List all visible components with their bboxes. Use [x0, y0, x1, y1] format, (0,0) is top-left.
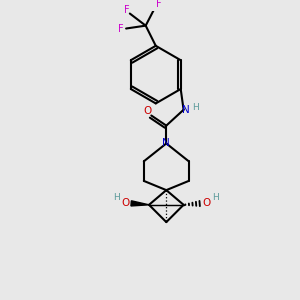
- Text: H: H: [113, 193, 120, 202]
- Text: F: F: [124, 5, 129, 15]
- Text: N: N: [182, 105, 190, 115]
- Text: O: O: [203, 198, 211, 208]
- Text: H: H: [212, 193, 219, 202]
- Text: F: F: [155, 0, 161, 9]
- Text: O: O: [143, 106, 152, 116]
- Polygon shape: [131, 201, 149, 206]
- Text: N: N: [162, 139, 170, 148]
- Text: F: F: [118, 23, 124, 34]
- Text: H: H: [192, 103, 199, 112]
- Text: O: O: [122, 198, 130, 208]
